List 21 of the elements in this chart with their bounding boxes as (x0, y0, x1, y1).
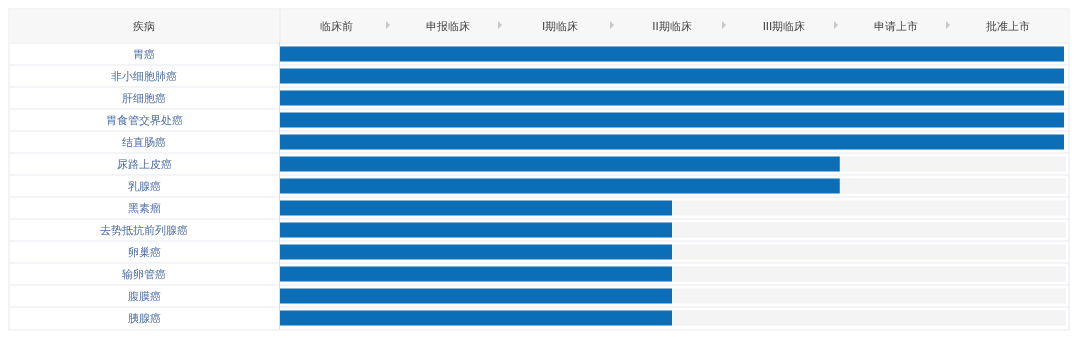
text: 申请上市 (874, 20, 918, 33)
text: 批准上市 (986, 20, 1030, 33)
text: 申报临床 (426, 20, 470, 33)
y-tick-label: 肝细胞癌 (122, 92, 166, 105)
y-tick-label: 黑素瘤 (127, 202, 161, 215)
text: 临床前 (319, 20, 353, 33)
y-tick-label: 结直肠癌 (122, 136, 166, 149)
y-tick-label: 去势抵抗前列腺癌 (100, 224, 188, 237)
text: II期临床 (652, 20, 692, 33)
y-tick-label: 胰腺癌 (127, 312, 161, 325)
y-axis-title: 疾病 (133, 20, 155, 33)
y-tick-label: 腹膜癌 (127, 290, 161, 303)
text: I期临床 (541, 20, 579, 33)
y-tick-label: 胃食管交界处癌 (105, 114, 183, 127)
text: III期临床 (762, 20, 806, 33)
y-tick-label: 输卵管癌 (122, 268, 166, 281)
y-tick-label: 卵巢癌 (127, 246, 161, 259)
y-tick-label: 非小细胞肺癌 (111, 70, 177, 83)
y-tick-label: 尿路上皮癌 (116, 158, 172, 171)
y-tick-label: 胃癌 (133, 48, 155, 61)
y-tick-label: 乳腺癌 (127, 180, 161, 193)
